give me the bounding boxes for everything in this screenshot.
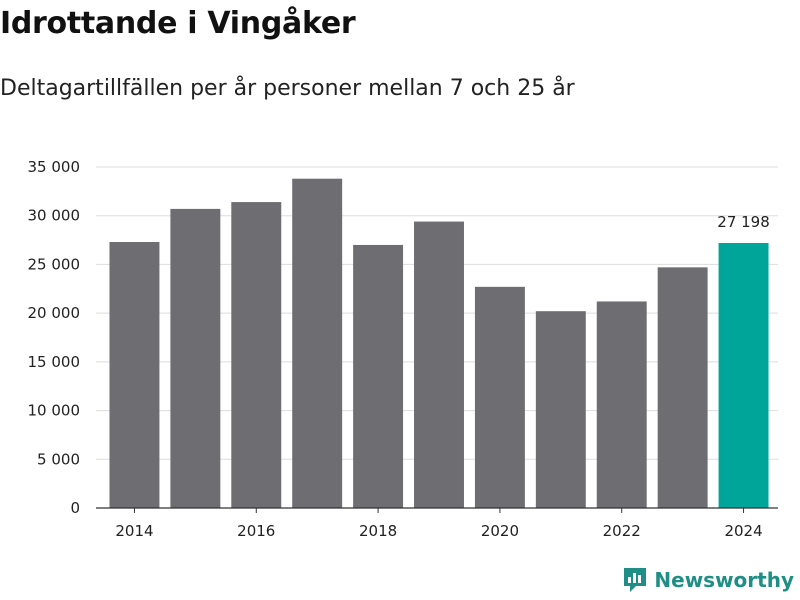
bar [474,286,525,508]
y-tick-label: 5 000 [37,450,80,468]
bar [109,242,160,508]
brand-name: Newsworthy [654,568,794,592]
chart-subtitle: Deltagartillfällen per år personer mella… [0,76,575,101]
y-tick-label: 10 000 [28,402,81,420]
data-label: 27 198 [717,213,770,231]
newsworthy-logo-icon [624,568,647,592]
x-tick-label: 2024 [724,522,762,540]
bar [718,243,769,508]
y-tick-label: 20 000 [28,304,81,322]
bar [170,208,221,508]
x-tick-label: 2014 [115,522,153,540]
bar [231,202,282,508]
bar [535,311,586,508]
chart-title: Idrottande i Vingåker [0,6,356,41]
x-tick-label: 2016 [237,522,275,540]
x-tick-label: 2022 [603,522,641,540]
bar [596,301,647,508]
y-tick-label: 15 000 [28,353,81,371]
y-tick-label: 25 000 [28,255,81,273]
brand: Newsworthy [622,566,794,594]
bar [353,244,404,508]
bar [414,221,464,508]
y-tick-label: 0 [70,499,80,517]
y-tick-label: 30 000 [28,207,81,225]
x-tick-label: 2020 [481,522,519,540]
bar [292,178,343,509]
bar [657,267,708,508]
x-tick-label: 2018 [359,522,397,540]
y-tick-label: 35 000 [28,158,81,176]
